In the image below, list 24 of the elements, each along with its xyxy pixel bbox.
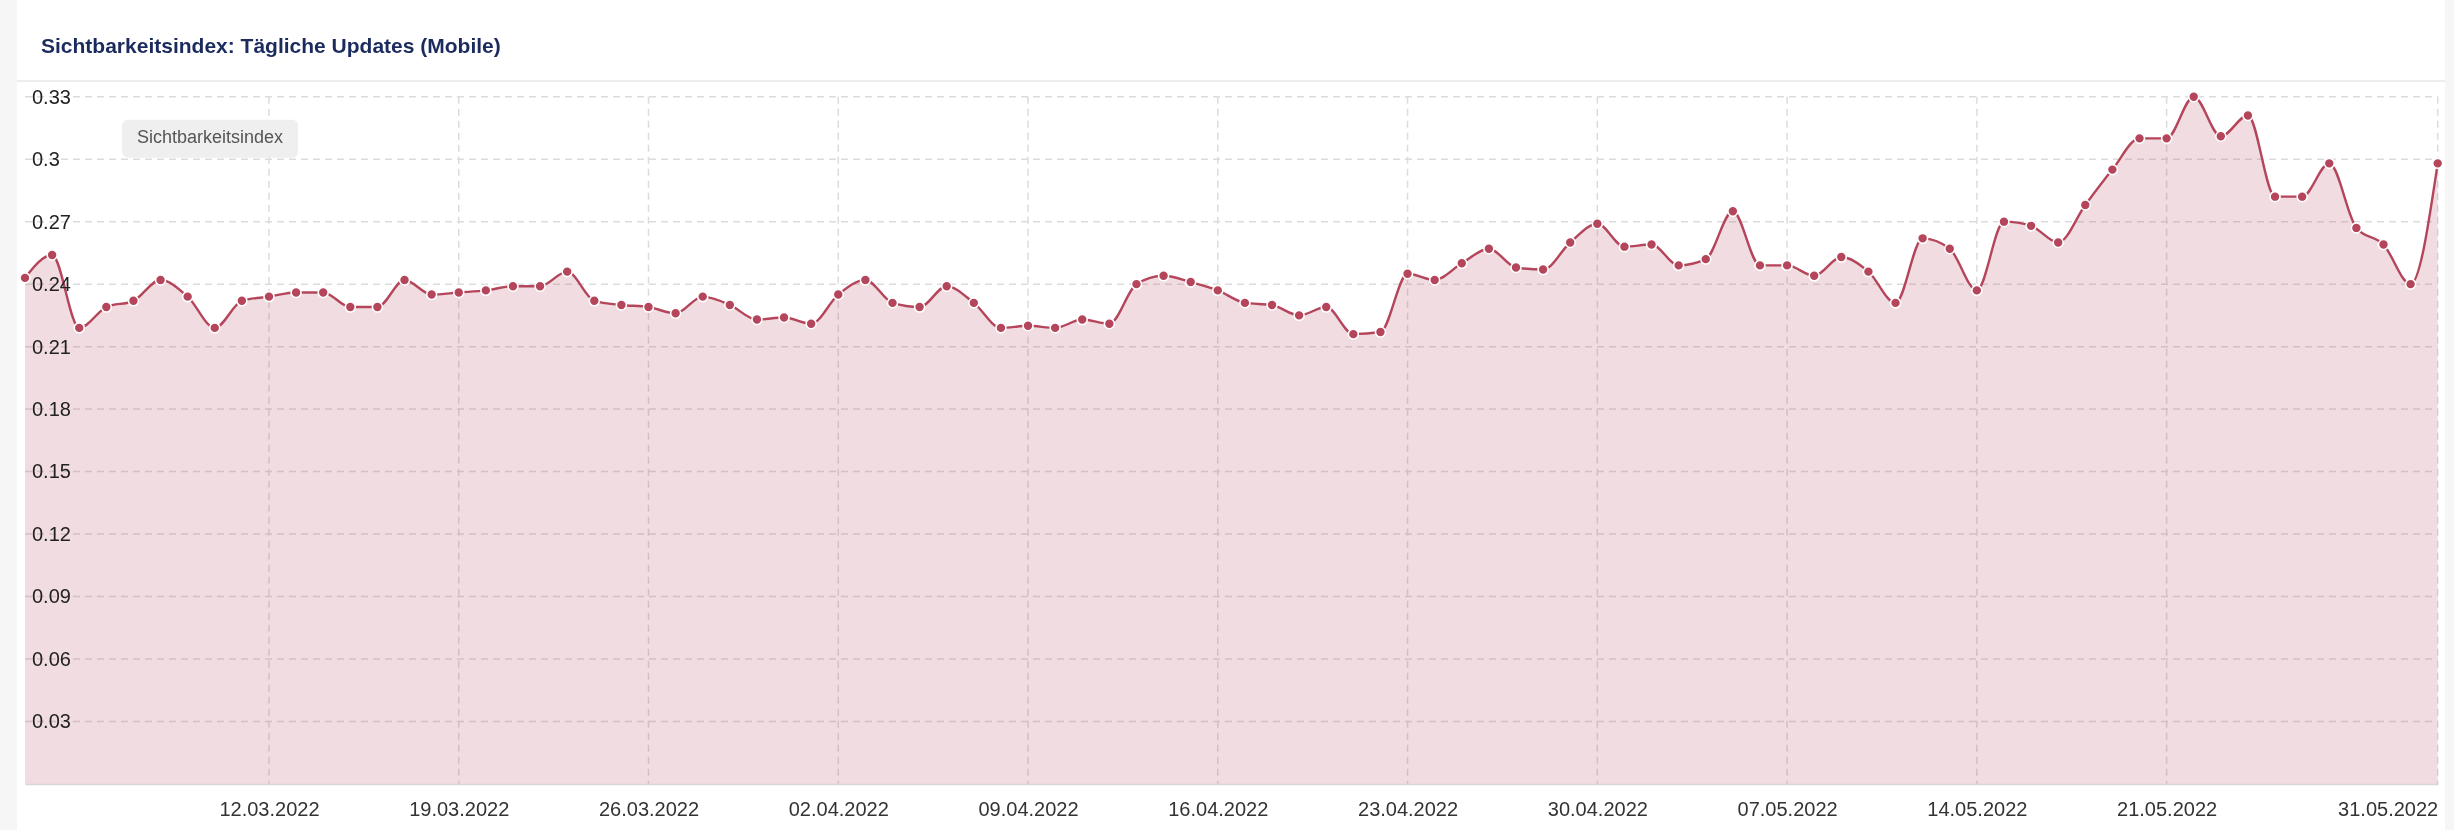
y-tick-label: 0.33 [32,85,71,108]
x-tick-label: 31.05.2022 [2338,798,2439,821]
y-tick-label: 0.21 [32,335,71,358]
x-tick-label: 02.04.2022 [788,798,889,821]
x-tick-label: 16.04.2022 [1168,798,1269,821]
annotation: Sichtbarkeitsindex [137,127,284,148]
y-tick-label: 0.12 [32,522,71,545]
x-tick-label: 19.03.2022 [409,798,510,821]
x-tick-label: 07.05.2022 [1737,798,1838,821]
y-tick-label: 0.15 [32,460,71,483]
x-tick-label: 26.03.2022 [598,798,700,821]
x-tick-label: 09.04.2022 [978,798,1079,821]
x-tick-label: 21.05.2022 [2117,798,2218,821]
y-tick-label: 0.06 [32,647,71,670]
x-tick-label: 14.05.2022 [1927,798,2028,821]
y-tick-label: 0.18 [32,398,71,421]
y-tick-label: 0.27 [32,210,71,233]
chart-title: Sichtbarkeitsindex: Tägliche Updates (Mobile) [41,33,501,57]
x-tick-label: 23.04.2022 [1358,798,1459,821]
y-tick-label: 0.03 [32,710,71,733]
x-tick-label: 30.04.2022 [1547,798,1648,821]
x-tick-label: 12.03.2022 [219,798,320,821]
y-tick-label: 0.3 [32,148,60,171]
y-tick-label: 0.09 [32,585,71,608]
